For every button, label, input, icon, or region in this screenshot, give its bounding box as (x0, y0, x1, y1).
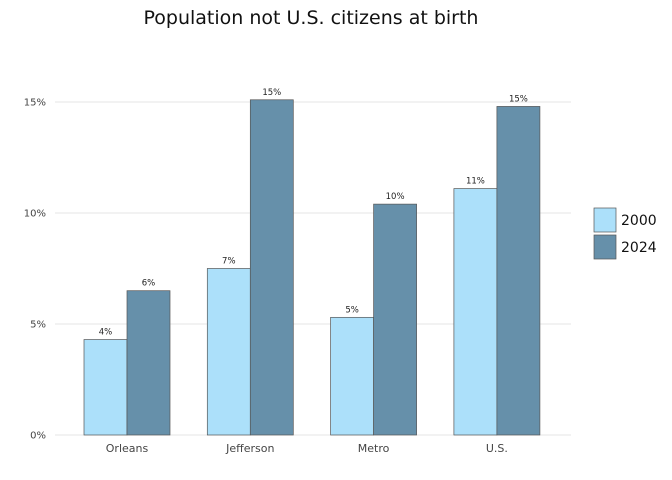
y-tick-label: 0% (30, 431, 46, 442)
data-label: 6% (142, 279, 156, 289)
legend-swatch-2000 (593, 207, 617, 233)
x-axis-ticks: Orleans Jefferson Metro U.S. (106, 442, 508, 455)
data-label: 15% (262, 88, 281, 98)
data-label: 7% (222, 257, 236, 267)
legend-label-2024: 2024 (621, 240, 657, 256)
data-labels: 4% 6% 7% 15% 5% 10% 11% 15% (99, 88, 528, 338)
bar-2000-us (453, 188, 498, 436)
bar-2024-orleans (126, 290, 171, 436)
bar-2000-orleans (83, 339, 128, 436)
x-tick-label: Metro (358, 442, 390, 455)
data-label: 5% (345, 305, 359, 315)
bar-2000-jefferson (206, 268, 251, 436)
y-tick-label: 5% (30, 320, 46, 331)
bar-2024-jefferson (249, 99, 294, 436)
y-tick-label: 10% (24, 209, 46, 220)
chart-title: Population not U.S. citizens at birth (144, 7, 479, 29)
data-label: 15% (509, 94, 528, 104)
bars (83, 99, 541, 436)
y-axis-ticks: 0% 5% 10% 15% (24, 98, 46, 442)
x-tick-label: U.S. (486, 442, 508, 455)
legend-label-2000: 2000 (621, 213, 657, 229)
bar-2024-us (496, 106, 541, 436)
x-tick-label: Orleans (106, 442, 149, 455)
y-tick-label: 15% (24, 98, 46, 109)
bar-2024-metro (373, 203, 417, 436)
data-label: 4% (99, 328, 113, 338)
data-label: 10% (386, 192, 405, 202)
bar-2000-metro (330, 316, 374, 436)
data-label: 11% (466, 177, 485, 187)
legend: 2000 2024 (593, 207, 657, 260)
x-tick-label: Jefferson (225, 442, 274, 455)
legend-swatch-2024 (593, 234, 617, 260)
